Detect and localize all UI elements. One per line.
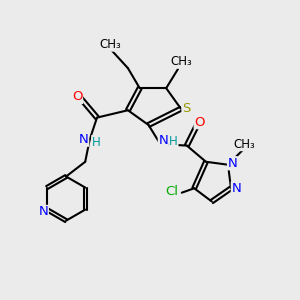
Text: N: N — [79, 133, 88, 146]
Text: CH₃: CH₃ — [170, 55, 192, 68]
Text: N: N — [39, 206, 48, 218]
Text: O: O — [194, 116, 205, 128]
Text: CH₃: CH₃ — [233, 138, 255, 151]
Text: N: N — [228, 157, 237, 170]
Text: CH₃: CH₃ — [99, 38, 121, 51]
Text: N: N — [231, 182, 241, 195]
Text: H: H — [92, 136, 100, 148]
Text: H: H — [169, 135, 178, 148]
Text: S: S — [182, 102, 190, 115]
Text: Cl: Cl — [166, 185, 178, 198]
Text: O: O — [72, 91, 83, 103]
Text: N: N — [158, 134, 168, 147]
